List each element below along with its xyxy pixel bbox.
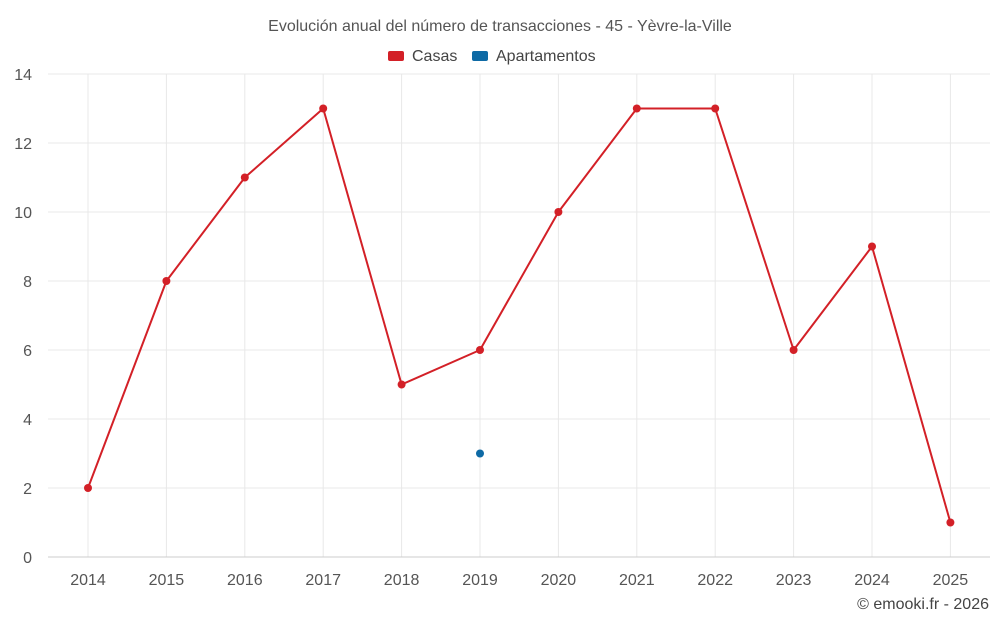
y-tick-label: 6	[23, 343, 32, 360]
legend-label-apartamentos: Apartamentos	[496, 48, 596, 65]
x-tick-label: 2024	[854, 572, 890, 589]
x-axis-ticks: 2014 2015 2016 2017 2018 2019 2020 2021 2022 2023…	[70, 572, 968, 589]
x-tick-label: 2015	[149, 572, 185, 589]
legend-item-casas[interactable]: Casas	[388, 48, 457, 65]
y-tick-label: 14	[14, 67, 32, 84]
x-tick-label: 2025	[933, 572, 969, 589]
data-point-casas[interactable]	[397, 380, 406, 389]
x-tick-label: 2021	[619, 572, 655, 589]
legend-label-casas: Casas	[412, 48, 457, 65]
y-tick-label: 10	[14, 205, 32, 222]
legend: Casas Apartamentos	[388, 48, 596, 65]
y-tick-label: 0	[23, 550, 32, 567]
y-axis-ticks: 0 2 4 6 8 10 12 14	[14, 67, 32, 567]
x-tick-label: 2017	[305, 572, 341, 589]
series	[84, 104, 955, 527]
legend-item-apartamentos[interactable]: Apartamentos	[472, 48, 596, 65]
x-tick-label: 2016	[227, 572, 263, 589]
y-tick-label: 2	[23, 481, 32, 498]
credit-text: © emooki.fr - 2026	[857, 596, 989, 613]
data-point-casas[interactable]	[319, 104, 328, 113]
data-point-casas[interactable]	[711, 104, 720, 113]
data-point-casas[interactable]	[554, 208, 563, 216]
data-point-casas[interactable]	[162, 277, 171, 285]
x-tick-label: 2020	[541, 572, 577, 589]
series-apartamentos	[476, 449, 484, 458]
x-tick-label: 2018	[384, 572, 420, 589]
x-tick-label: 2014	[70, 572, 106, 589]
data-point-apartamentos[interactable]	[476, 449, 484, 458]
series-casas	[84, 104, 955, 527]
x-tick-label: 2019	[462, 572, 498, 589]
data-point-casas[interactable]	[946, 518, 955, 527]
y-tick-label: 8	[23, 274, 32, 291]
legend-swatch-casas	[388, 51, 404, 61]
data-point-casas[interactable]	[632, 104, 641, 113]
chart-title: Evolución anual del número de transaccio…	[268, 18, 732, 35]
x-tick-label: 2023	[776, 572, 812, 589]
y-tick-label: 4	[23, 412, 32, 429]
y-tick-label: 12	[14, 136, 32, 153]
data-point-casas[interactable]	[868, 242, 876, 251]
data-point-casas[interactable]	[84, 484, 92, 492]
data-point-casas[interactable]	[240, 173, 249, 182]
legend-swatch-apartamentos	[472, 51, 488, 61]
x-tick-label: 2022	[697, 572, 733, 589]
data-point-casas[interactable]	[476, 346, 484, 354]
data-point-casas[interactable]	[789, 346, 798, 354]
series-line-casas	[87, 107, 952, 523]
grid	[48, 73, 990, 557]
